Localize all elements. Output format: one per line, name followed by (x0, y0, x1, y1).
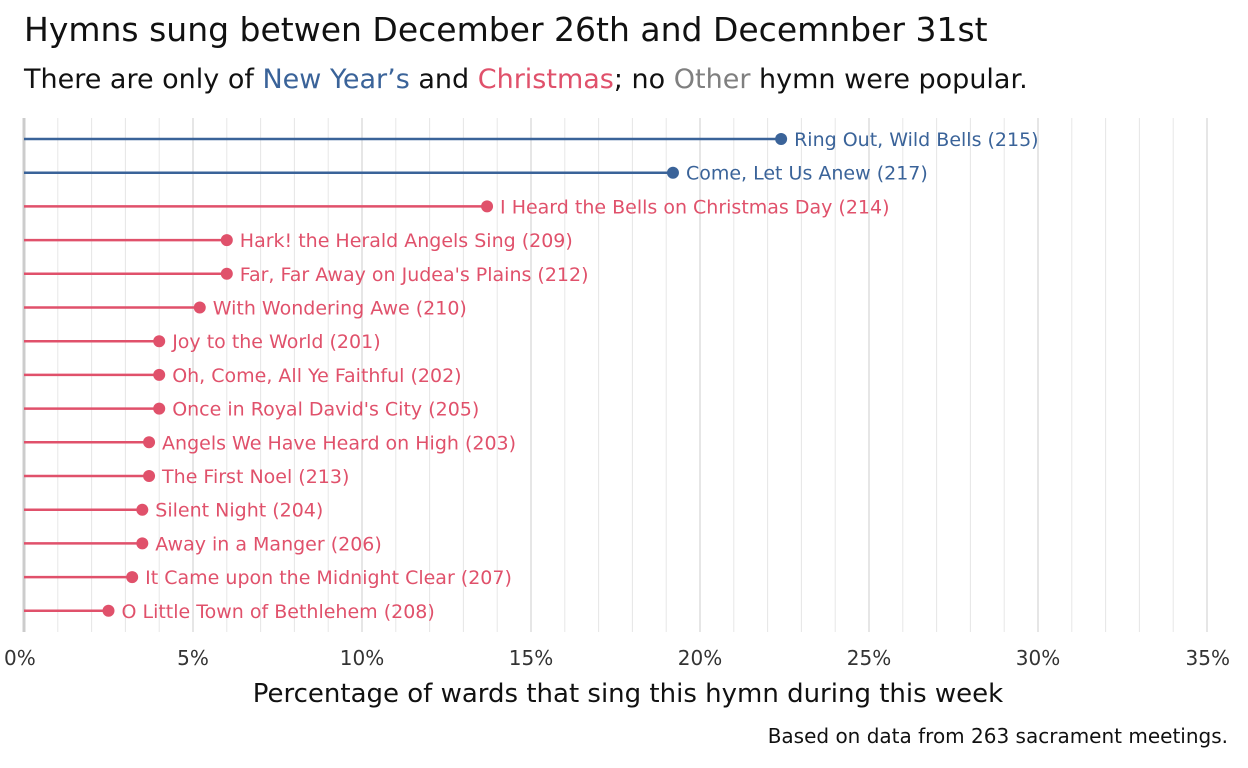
hymn-label: Oh, Come, All Ye Faithful (202) (172, 365, 461, 387)
hymn-label: Far, Far Away on Judea's Plains (212) (240, 264, 589, 286)
lollipop-item: Angels We Have Heard on High (203) (24, 432, 516, 454)
hymn-label: Ring Out, Wild Bells (215) (794, 129, 1039, 151)
lollipop-item: Away in a Manger (206) (24, 533, 382, 555)
x-tick-label: 5% (177, 646, 209, 670)
lollipop-point (220, 234, 233, 247)
lollipop-point (481, 200, 494, 213)
lollipop-point (193, 301, 206, 314)
subtitle-text-2: and (409, 64, 478, 95)
lollipop-point (153, 402, 166, 415)
lollipop-point (136, 503, 149, 516)
subtitle-text-4: hymn were popular. (750, 64, 1028, 95)
lollipop-point (143, 470, 156, 482)
lollipop-item: Far, Far Away on Judea's Plains (212) (24, 264, 589, 286)
hymn-label: Silent Night (204) (155, 500, 323, 522)
hymn-label: It Came upon the Midnight Clear (207) (145, 567, 512, 589)
x-tick-label: 15% (509, 646, 553, 670)
subtitle-new-years: New Year’s (262, 64, 410, 95)
x-tick-label: 0% (4, 646, 36, 670)
lollipop-point (153, 335, 166, 348)
lollipop-point (102, 604, 115, 617)
x-axis: 0% 5% 10% 15% 20% 25% 30% 35% (4, 646, 1230, 670)
x-tick-label: 35% (1186, 646, 1230, 670)
lollipop-item: The First Noel (213) (24, 466, 349, 488)
hymn-label: Angels We Have Heard on High (203) (162, 432, 516, 454)
lollipop-item: I Heard the Bells on Christmas Day (214) (24, 196, 890, 218)
chart-caption: Based on data from 263 sacrament meeting… (767, 724, 1228, 748)
lollipop-item: Silent Night (204) (24, 500, 323, 522)
hymn-label: Hark! the Herald Angels Sing (209) (240, 230, 573, 252)
lollipop-item: Oh, Come, All Ye Faithful (202) (24, 365, 462, 387)
hymn-label: Come, Let Us Anew (217) (686, 163, 928, 185)
lollipop-item: It Came upon the Midnight Clear (207) (24, 567, 512, 589)
hymn-label: Away in a Manger (206) (155, 533, 382, 555)
lollipop-point (126, 571, 139, 584)
lollipop-item: Hark! the Herald Angels Sing (209) (24, 230, 573, 252)
hymn-label: Once in Royal David's City (205) (172, 399, 479, 421)
lollipop-item: Come, Let Us Anew (217) (24, 163, 928, 185)
hymn-label: O Little Town of Bethlehem (208) (122, 601, 435, 623)
lollipop-point (775, 133, 788, 145)
x-axis-title: Percentage of wards that sing this hymn … (253, 679, 1003, 709)
lollipop-point (143, 436, 156, 449)
hymn-label: Joy to the World (201) (171, 331, 380, 353)
lollipop-point (220, 267, 233, 280)
hymn-label: With Wondering Awe (210) (213, 298, 467, 320)
hymn-label: I Heard the Bells on Christmas Day (214) (500, 196, 889, 218)
x-tick-label: 25% (847, 646, 891, 670)
subtitle-other: Other (673, 64, 751, 95)
subtitle-text-1: There are only of (24, 64, 263, 95)
lollipop-marks: Ring Out, Wild Bells (215) Come, Let Us A… (24, 129, 1039, 623)
lollipop-item: Joy to the World (201) (24, 331, 381, 353)
lollipop-point (136, 537, 149, 550)
subtitle-text-3: ; no (613, 64, 674, 95)
lollipop-point (153, 368, 166, 381)
chart-subtitle: There are only of New Year’s and Christm… (24, 64, 1028, 95)
lollipop-item: O Little Town of Bethlehem (208) (24, 601, 435, 623)
subtitle-christmas: Christmas (477, 64, 614, 95)
x-tick-label: 30% (1016, 646, 1060, 670)
lollipop-item: Once in Royal David's City (205) (24, 399, 479, 421)
lollipop-item: With Wondering Awe (210) (24, 298, 467, 320)
lollipop-point (666, 166, 679, 179)
x-tick-label: 20% (678, 646, 722, 670)
lollipop-item: Ring Out, Wild Bells (215) (24, 129, 1039, 151)
x-tick-label: 10% (340, 646, 384, 670)
hymn-label: The First Noel (213) (161, 466, 349, 488)
chart-title: Hymns sung betwen December 26th and Dece… (24, 10, 988, 49)
